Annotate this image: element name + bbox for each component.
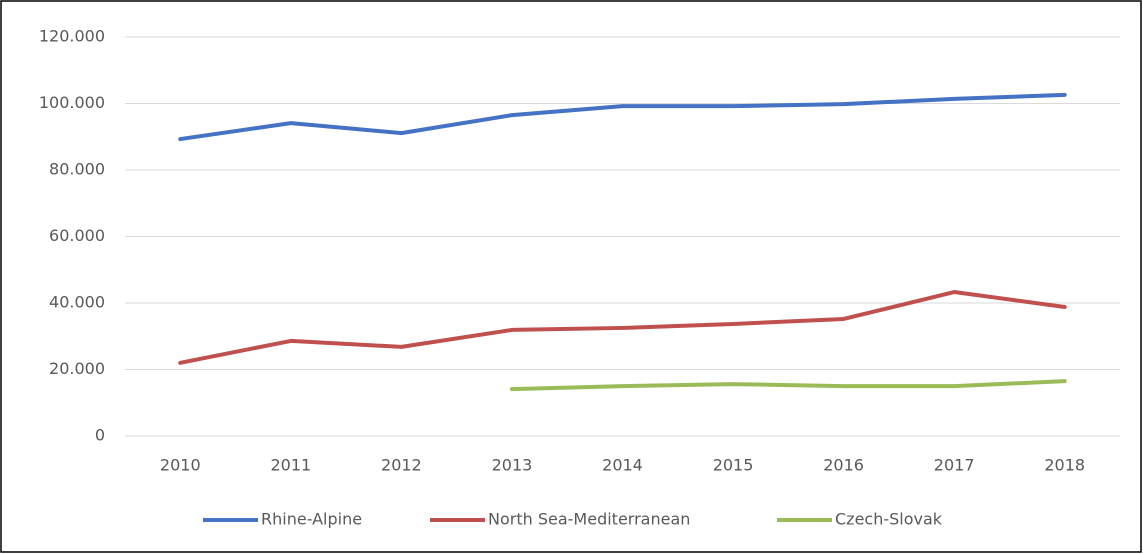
series-line <box>178 92 1067 142</box>
x-tick-label: 2011 <box>270 456 311 475</box>
y-tick-label: 20.000 <box>49 359 105 378</box>
legend-label: Czech-Slovak <box>835 510 943 529</box>
x-tick-label: 2015 <box>713 456 754 475</box>
x-tick-label: 2017 <box>934 456 975 475</box>
y-tick-label: 40.000 <box>49 293 105 312</box>
y-tick-label: 80.000 <box>49 160 105 179</box>
x-tick-label: 2013 <box>492 456 533 475</box>
y-tick-label: 120.000 <box>39 27 105 46</box>
x-tick-label: 2010 <box>160 456 201 475</box>
y-tick-label: 60.000 <box>49 226 105 245</box>
x-tick-label: 2018 <box>1044 456 1085 475</box>
x-tick-label: 2012 <box>381 456 422 475</box>
series-line <box>509 379 1067 392</box>
legend-label: North Sea-Mediterranean <box>488 510 690 529</box>
x-tick-label: 2014 <box>602 456 643 475</box>
y-tick-label: 100.000 <box>39 93 105 112</box>
legend-label: Rhine-Alpine <box>261 510 362 529</box>
x-tick-label: 2016 <box>823 456 864 475</box>
y-tick-label: 0 <box>95 426 105 445</box>
series-line <box>178 290 1067 365</box>
